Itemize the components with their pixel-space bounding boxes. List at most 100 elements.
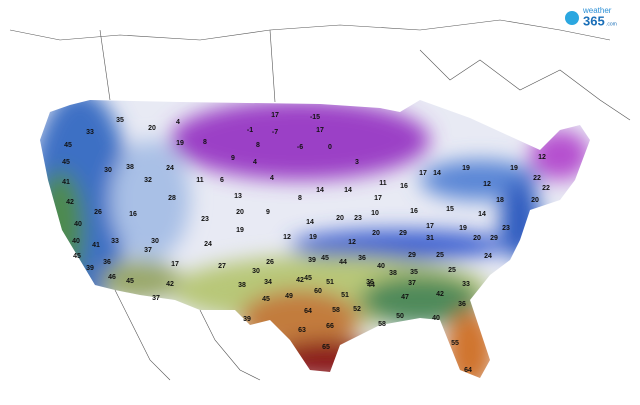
temperature-label: 14 [306,219,314,226]
temperature-label: -15 [310,114,320,121]
temperature-label: 64 [464,367,472,374]
temperature-label: 44 [367,282,375,289]
temperature-label: 45 [126,278,134,285]
logo-prefix: weather [582,6,612,15]
temperature-label: 9 [231,155,235,162]
temperature-label: 64 [304,308,312,315]
temperature-label: 42 [66,199,74,206]
logo: weather 365 .com [565,6,617,28]
temperature-label: 38 [389,270,397,277]
temperature-label: 24 [204,241,212,248]
temperature-label: 27 [218,263,226,270]
temperature-label: 33 [462,281,470,288]
temperature-label: 4 [176,119,180,126]
temperature-label: 39 [243,316,251,323]
temperature-label: 19 [510,165,518,172]
temperature-label: 49 [285,293,293,300]
temperature-label: 63 [298,327,306,334]
temperature-label: 25 [436,252,444,259]
temperature-label: 33 [111,238,119,245]
temperature-label: 32 [144,177,152,184]
temperature-label: 10 [371,210,379,217]
temperature-label: 17 [419,170,427,177]
temperature-label: 23 [502,225,510,232]
temperature-label: 31 [426,235,434,242]
temperature-label: 15 [446,206,454,213]
logo-suffix: .com [606,21,617,27]
temperature-label: 45 [64,142,72,149]
temperature-label: 12 [283,234,291,241]
temperature-label: 45 [62,159,70,166]
temperature-label: 6 [220,177,224,184]
temperature-label: 12 [348,239,356,246]
temperature-label: 35 [410,269,418,276]
temperature-label: 0 [328,144,332,151]
temperature-label: 30 [252,268,260,275]
temperature-label: 4 [270,175,274,182]
temperature-label: 41 [92,242,100,249]
temperature-label: 40 [432,315,440,322]
temperature-label: 14 [478,211,486,218]
temperature-label: 37 [152,295,160,302]
temperature-label: 16 [129,211,137,218]
temperature-label: 51 [326,279,334,286]
temperature-label: 50 [396,313,404,320]
temperature-label: 20 [336,215,344,222]
temperature-label: 40 [72,238,80,245]
temperature-label: 39 [308,257,316,264]
temperature-label: 20 [148,125,156,132]
temperature-label: 38 [126,164,134,171]
temperature-label: 29 [408,252,416,259]
temperature-label: 12 [483,181,491,188]
temperature-label: -6 [297,144,303,151]
temperature-label: 58 [332,307,340,314]
temperature-label: 55 [451,340,459,347]
temperature-label: 42 [436,291,444,298]
temperature-label: 25 [448,267,456,274]
temperature-label: 17 [271,112,279,119]
temperature-label: 41 [62,179,70,186]
temperature-label: 66 [326,323,334,330]
temperature-label: 38 [238,282,246,289]
temperature-label: 12 [538,154,546,161]
temperature-label: 14 [433,170,441,177]
temperature-label: 20 [473,235,481,242]
temperature-label: 24 [484,253,492,260]
temperature-label: 22 [533,175,541,182]
temperature-label: 33 [86,129,94,136]
temperature-label: 20 [236,209,244,216]
temperature-label: 19 [236,227,244,234]
temperature-label: 14 [316,187,324,194]
temperature-label: 45 [321,255,329,262]
temperature-label: 20 [531,197,539,204]
coastlines [9,19,631,381]
logo-icon [565,11,579,25]
temperature-label: 60 [314,288,322,295]
temperature-label: 36 [358,255,366,262]
temperature-label: 36 [458,301,466,308]
temperature-label: 65 [322,344,330,351]
temperature-label: 17 [426,223,434,230]
temperature-label: 19 [462,165,470,172]
temperature-label: 40 [377,263,385,270]
temperature-label: 17 [316,127,324,134]
temperature-label: 17 [171,261,179,268]
logo-name: 365 [583,13,605,28]
temperature-label: 8 [298,195,302,202]
temperature-label: 9 [266,209,270,216]
temperature-label: -1 [247,127,253,134]
temperature-label: 36 [103,259,111,266]
temperature-label: 37 [144,247,152,254]
temperature-label: 4 [253,159,257,166]
temperature-label: 11 [379,180,387,187]
temperature-label: 24 [166,165,174,172]
temperature-label: 58 [378,321,386,328]
temperature-label: 30 [151,238,159,245]
temperature-label: 16 [410,208,418,215]
temperature-label: 42 [166,281,174,288]
temperature-label: 29 [399,230,407,237]
temperature-label: 36 [366,279,374,286]
temperature-label: 19 [309,234,317,241]
